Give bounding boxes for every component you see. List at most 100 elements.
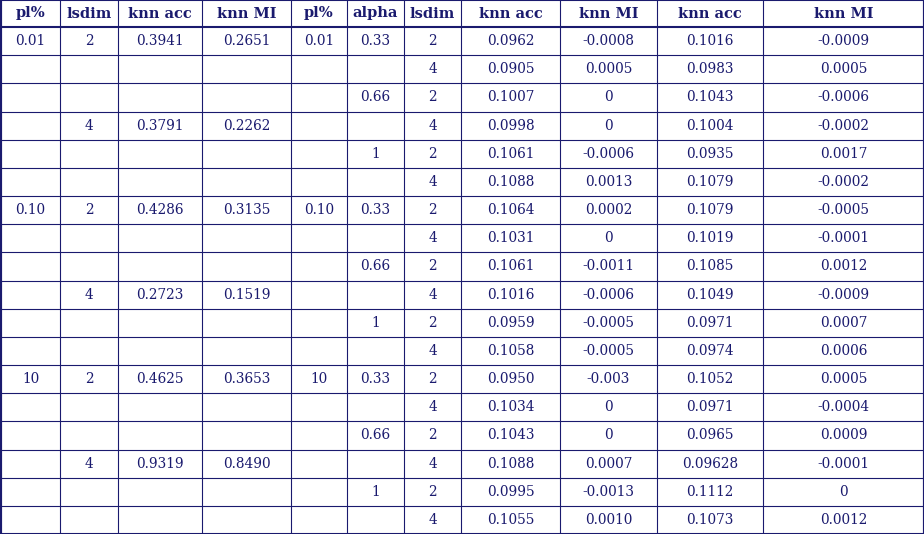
Text: 0.33: 0.33: [360, 34, 391, 48]
Text: 0.0971: 0.0971: [687, 316, 734, 330]
Text: 2: 2: [428, 428, 437, 442]
Text: -0.0009: -0.0009: [818, 288, 869, 302]
Text: 0: 0: [839, 485, 848, 499]
Text: alpha: alpha: [353, 6, 398, 20]
Text: 0.0971: 0.0971: [687, 400, 734, 414]
Text: -0.0013: -0.0013: [582, 485, 635, 499]
Text: 0.1019: 0.1019: [687, 231, 734, 245]
Text: 4: 4: [428, 231, 437, 245]
Text: 0.1079: 0.1079: [687, 203, 734, 217]
Text: -0.0006: -0.0006: [818, 90, 869, 105]
Text: -0.0001: -0.0001: [818, 231, 869, 245]
Text: 2: 2: [85, 203, 93, 217]
Text: 4: 4: [428, 513, 437, 527]
Text: 4: 4: [428, 400, 437, 414]
Text: 0.0959: 0.0959: [487, 316, 534, 330]
Text: pl%: pl%: [16, 6, 45, 20]
Text: 0.1031: 0.1031: [487, 231, 534, 245]
Text: -0.0008: -0.0008: [582, 34, 635, 48]
Text: 0.33: 0.33: [360, 372, 391, 386]
Text: -0.0009: -0.0009: [818, 34, 869, 48]
Text: 0.1061: 0.1061: [487, 147, 534, 161]
Text: 0.1061: 0.1061: [487, 260, 534, 273]
Text: 0.0005: 0.0005: [820, 62, 868, 76]
Text: 4: 4: [428, 119, 437, 132]
Text: -0.0005: -0.0005: [582, 344, 635, 358]
Text: 0.10: 0.10: [16, 203, 45, 217]
Text: 0.1052: 0.1052: [687, 372, 734, 386]
Text: 0.0013: 0.0013: [585, 175, 632, 189]
Text: 0.9319: 0.9319: [136, 457, 184, 470]
Text: 0.0950: 0.0950: [487, 372, 534, 386]
Text: 0.0974: 0.0974: [687, 344, 734, 358]
Text: 0: 0: [604, 231, 613, 245]
Text: 0.01: 0.01: [304, 34, 334, 48]
Text: -0.0011: -0.0011: [582, 260, 635, 273]
Text: 0.1049: 0.1049: [687, 288, 734, 302]
Text: 10: 10: [22, 372, 39, 386]
Text: -0.0005: -0.0005: [818, 203, 869, 217]
Text: lsdim: lsdim: [410, 6, 456, 20]
Text: 2: 2: [428, 485, 437, 499]
Text: 2: 2: [428, 372, 437, 386]
Text: 2: 2: [85, 34, 93, 48]
Text: 0.66: 0.66: [360, 90, 391, 105]
Text: knn acc: knn acc: [479, 6, 542, 20]
Text: -0.0001: -0.0001: [818, 457, 869, 470]
Text: 0.1085: 0.1085: [687, 260, 734, 273]
Text: knn MI: knn MI: [217, 6, 276, 20]
Text: 0.3941: 0.3941: [136, 34, 184, 48]
Text: 0.1064: 0.1064: [487, 203, 534, 217]
Text: 0.1073: 0.1073: [687, 513, 734, 527]
Text: 1: 1: [371, 147, 380, 161]
Text: 0.2651: 0.2651: [223, 34, 270, 48]
Text: 0.1016: 0.1016: [687, 34, 734, 48]
Text: 0.0905: 0.0905: [487, 62, 534, 76]
Text: lsdim: lsdim: [67, 6, 112, 20]
Text: 0.0998: 0.0998: [487, 119, 534, 132]
Text: 0.0006: 0.0006: [820, 344, 868, 358]
Text: -0.003: -0.003: [587, 372, 630, 386]
Text: 0.0965: 0.0965: [687, 428, 734, 442]
Text: 2: 2: [428, 316, 437, 330]
Text: 0.0007: 0.0007: [585, 457, 632, 470]
Text: 0.2723: 0.2723: [137, 288, 184, 302]
Text: 0.2262: 0.2262: [223, 119, 270, 132]
Text: 0.1007: 0.1007: [487, 90, 534, 105]
Text: 0.1043: 0.1043: [487, 428, 534, 442]
Text: 0.8490: 0.8490: [223, 457, 271, 470]
Text: 4: 4: [428, 457, 437, 470]
Text: 4: 4: [85, 288, 93, 302]
Text: 0.1088: 0.1088: [487, 175, 534, 189]
Text: 0.66: 0.66: [360, 428, 391, 442]
Text: 1: 1: [371, 485, 380, 499]
Text: 2: 2: [428, 90, 437, 105]
Text: 0: 0: [604, 119, 613, 132]
Text: 4: 4: [428, 344, 437, 358]
Text: 0.1055: 0.1055: [487, 513, 534, 527]
Text: 10: 10: [310, 372, 328, 386]
Text: -0.0004: -0.0004: [818, 400, 869, 414]
Text: knn MI: knn MI: [578, 6, 638, 20]
Text: 0.10: 0.10: [304, 203, 334, 217]
Text: 0.0012: 0.0012: [820, 260, 868, 273]
Text: 0.1519: 0.1519: [223, 288, 270, 302]
Text: knn acc: knn acc: [128, 6, 192, 20]
Text: knn MI: knn MI: [814, 6, 873, 20]
Text: 2: 2: [428, 260, 437, 273]
Text: knn acc: knn acc: [678, 6, 742, 20]
Text: 0.1043: 0.1043: [687, 90, 734, 105]
Text: 0.33: 0.33: [360, 203, 391, 217]
Text: 0.1016: 0.1016: [487, 288, 534, 302]
Text: 0.1034: 0.1034: [487, 400, 534, 414]
Text: -0.0002: -0.0002: [818, 119, 869, 132]
Text: 0: 0: [604, 90, 613, 105]
Text: pl%: pl%: [304, 6, 334, 20]
Text: 0: 0: [604, 400, 613, 414]
Text: 2: 2: [85, 372, 93, 386]
Text: 0.3653: 0.3653: [223, 372, 270, 386]
Text: 0: 0: [604, 428, 613, 442]
Text: 0.0005: 0.0005: [820, 372, 868, 386]
Text: 0.0983: 0.0983: [687, 62, 734, 76]
Text: -0.0006: -0.0006: [582, 288, 635, 302]
